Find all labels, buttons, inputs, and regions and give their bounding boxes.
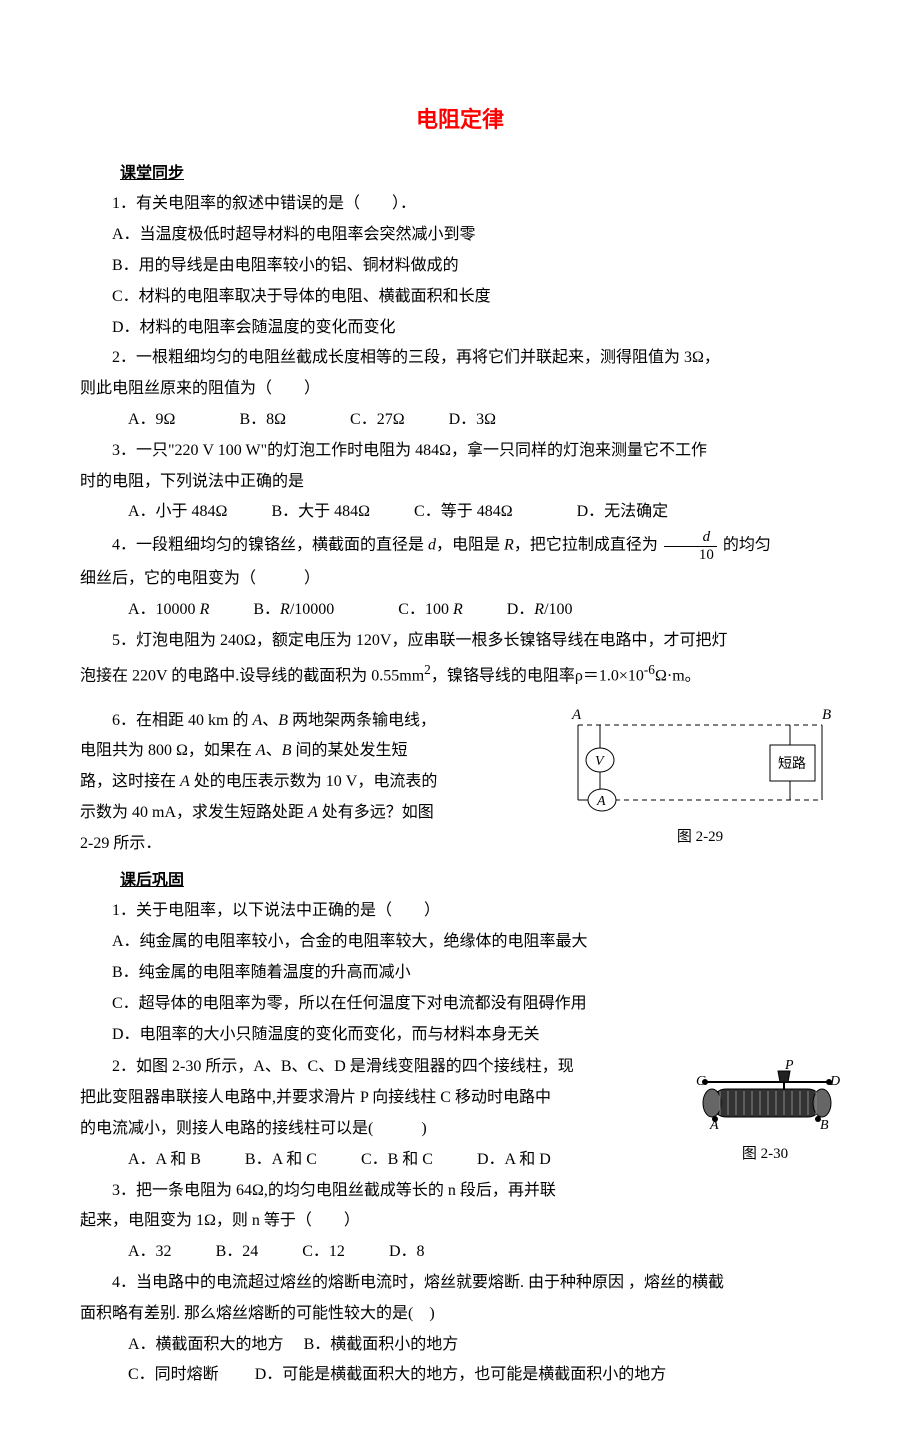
s2-q3-opt-c: C．12 [302, 1243, 345, 1260]
s1-q2-opt-a: A．9Ω [128, 411, 175, 428]
s2-q2-stem1: 2．如图 2-30 所示，A、B、C、D 是滑线变阻器的四个接线柱，现 [80, 1053, 680, 1082]
s1-q1-stem: 1．有关电阻率的叙述中错误的是（ ）． [80, 190, 840, 219]
s1-q3-opt-b: B．大于 484Ω [271, 503, 370, 520]
s2-q1-opt-d: D．电阻率的大小只随温度的变化而变化，而与材料本身无关 [80, 1021, 840, 1050]
s2-q3-stem1: 3．把一条电阻为 64Ω,的均匀电阻丝截成等长的 n 段后，再并联 [80, 1177, 680, 1206]
fig229-label-b: B [822, 707, 831, 723]
s1-q2-stem2: 则此电阻丝原来的阻值为（ ） [80, 375, 840, 404]
s2-q4-opt-a: A．横截面积大的地方 [128, 1336, 284, 1353]
fraction-d-10: d 10 [664, 529, 717, 563]
fig229-label-a: A [571, 707, 582, 723]
s1-q1-opt-a: A．当温度极低时超导材料的电阻率会突然减小到零 [80, 221, 840, 250]
fig230-caption: 图 2-30 [690, 1141, 840, 1168]
s1-q2-opt-d: D．3Ω [449, 411, 496, 428]
s2-q4-opt-c: C．同时熔断 [128, 1366, 219, 1383]
s1-q2-opt-b: B．8Ω [239, 411, 286, 428]
s1-q6-stem1: 6．在相距 40 km 的 A、B 两地架两条输电线， [80, 707, 550, 736]
s1-q6-stem5: 2-29 所示． [80, 830, 550, 859]
page-title: 电阻定律 [80, 100, 840, 140]
s2-q4-stem1: 4．当电路中的电流超过熔丝的熔断电流时，熔丝就要熔断. 由于种种原因 ，熔丝的横… [80, 1269, 840, 1298]
fig230-label-b: B [820, 1118, 829, 1133]
s2-q3-options: A．32 B．24 C．12 D．8 [128, 1238, 840, 1267]
s1-q3-opt-d: D．无法确定 [577, 503, 669, 520]
s1-q3-stem2: 时的电阻，下列说法中正确的是 [80, 468, 840, 497]
s1-q3-options: A．小于 484Ω B．大于 484Ω C．等于 484Ω D．无法确定 [128, 498, 840, 527]
s2-q1-opt-c: C．超导体的电阻率为零，所以在任何温度下对电流都没有阻碍作用 [80, 990, 840, 1019]
s1-q4-stem2: 细丝后，它的电阻变为（ ） [80, 565, 840, 594]
s2-q3-opt-d: D．8 [389, 1243, 425, 1260]
s2-q3-opt-b: B．24 [216, 1243, 259, 1260]
s1-q4-stem: 4．一段粗细均匀的镍铬丝，横截面的直径是 d，电阻是 R，把它拉制成直径为 d … [80, 529, 840, 563]
s2-q1-stem: 1．关于电阻率，以下说法中正确的是（ ） [80, 897, 840, 926]
s1-q6-stem4: 示数为 40 mA，求发生短路处距 A 处有多远？如图 [80, 799, 550, 828]
s1-q4-options: A．10000 R B．R/10000 C．100 R D．R/100 [128, 596, 840, 625]
s1-q6-stem3: 路，这时接在 A 处的电压表示数为 10 V，电流表的 [80, 768, 550, 797]
figure-2-30: P C D A B [690, 1057, 840, 1168]
s1-q5-stem1: 5．灯泡电阻为 240Ω，额定电压为 120V，应串联一根多长镍铬导线在电路中，… [80, 627, 840, 656]
s1-q1-opt-c: C．材料的电阻率取决于导体的电阻、横截面积和长度 [80, 283, 840, 312]
s1-q6-stem2: 电阻共为 800 Ω，如果在 A、B 间的某处发生短 [80, 737, 550, 766]
fig229-label-v: V [595, 754, 605, 769]
s2-q2-stem2: 把此变阻器串联接人电路中,并要求滑片 P 向接线柱 C 移动时电路中 [80, 1084, 680, 1113]
s1-q6-row: 6．在相距 40 km 的 A、B 两地架两条输电线， 电阻共为 800 Ω，如… [80, 705, 840, 859]
fig229-caption: 图 2-29 [560, 824, 840, 851]
section1-header: 课堂同步 [120, 160, 840, 189]
s2-q2-opt-d: D．A 和 D [477, 1151, 551, 1168]
s1-q2-stem1: 2．一根粗细均匀的电阻丝截成长度相等的三段，再将它们并联起来，测得阻值为 3Ω， [80, 344, 840, 373]
fig229-label-amp: A [596, 794, 606, 809]
s2-q2-opt-b: B．A 和 C [245, 1151, 317, 1168]
s2-q2-options: A．A 和 B B．A 和 C C．B 和 C D．A 和 D [128, 1146, 680, 1175]
s2-q4-options-line2: C．同时熔断 D．可能是横截面积大的地方，也可能是横截面积小的地方 [128, 1361, 840, 1390]
s2-q4-options-line1: A．横截面积大的地方 B．横截面积小的地方 [128, 1331, 840, 1360]
s1-q3-opt-a: A．小于 484Ω [128, 503, 227, 520]
s2-q2-opt-a: A．A 和 B [128, 1151, 201, 1168]
s1-q3-opt-c: C．等于 484Ω [414, 503, 513, 520]
s2-q2-row: 2．如图 2-30 所示，A、B、C、D 是滑线变阻器的四个接线柱，现 把此变阻… [80, 1051, 840, 1205]
s1-q1-opt-b: B．用的导线是由电阻率较小的铝、铜材料做成的 [80, 252, 840, 281]
s1-q2-options: A．9Ω B．8Ω C．27Ω D．3Ω [128, 406, 840, 435]
s2-q1-opt-b: B．纯金属的电阻率随着温度的升高而减小 [80, 959, 840, 988]
s1-q2-opt-c: C．27Ω [350, 411, 405, 428]
section2-header: 课后巩固 [120, 867, 840, 896]
s1-q5-stem2: 泡接在 220V 的电路中.设导线的截面积为 0.55mm2，镍铬导线的电阻率ρ… [80, 658, 840, 691]
s2-q2-opt-c: C．B 和 C [361, 1151, 433, 1168]
s2-q3-stem2: 起来，电阻变为 1Ω，则 n 等于（ ） [80, 1207, 840, 1236]
s2-q3-opt-a: A．32 [128, 1243, 172, 1260]
s2-q4-opt-b: B．横截面积小的地方 [304, 1336, 459, 1353]
s2-q1-opt-a: A．纯金属的电阻率较小，合金的电阻率较大，绝缘体的电阻率最大 [80, 928, 840, 957]
s1-q1-opt-d: D．材料的电阻率会随温度的变化而变化 [80, 314, 840, 343]
figure-2-29: A B V A 短路 图 2-29 [560, 705, 840, 851]
fig229-label-short: 短路 [778, 756, 806, 772]
s2-q2-stem3: 的电流减小，则接人电路的接线柱可以是( ) [80, 1115, 680, 1144]
s2-q4-stem2: 面积略有差别. 那么熔丝熔断的可能性较大的是( ) [80, 1300, 840, 1329]
s2-q4-opt-d: D．可能是横截面积大的地方，也可能是横截面积小的地方 [255, 1366, 667, 1383]
s1-q3-stem1: 3．一只"220 V 100 W"的灯泡工作时电阻为 484Ω，拿一只同样的灯泡… [80, 437, 840, 466]
